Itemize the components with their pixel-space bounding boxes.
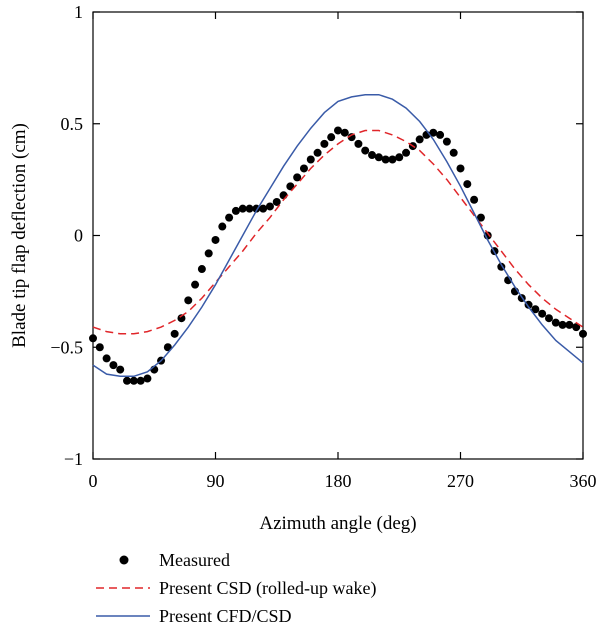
data-point <box>565 320 574 329</box>
data-point <box>109 361 118 370</box>
data-point <box>395 153 404 162</box>
data-point <box>204 249 213 258</box>
axes: 0 90 180 270 360 −1 −0.5 0 0.5 1 <box>50 2 596 491</box>
x-tick-label: 270 <box>447 471 474 491</box>
data-point <box>368 151 377 160</box>
legend-label: Measured <box>159 550 230 570</box>
data-point <box>374 153 383 162</box>
data-point <box>442 137 451 146</box>
data-point <box>340 128 349 137</box>
data-point <box>456 164 465 173</box>
x-tick-label: 360 <box>570 471 597 491</box>
data-point <box>572 323 581 332</box>
series-layer <box>89 93 587 385</box>
legend-marker <box>119 555 129 565</box>
data-point <box>558 320 567 329</box>
data-point <box>102 354 111 363</box>
legend-label: Present CFD/CSD <box>159 606 292 626</box>
data-point <box>89 334 97 343</box>
y-tick-label: 0.5 <box>61 114 84 134</box>
y-tick-label: 1 <box>74 2 83 22</box>
data-point <box>476 213 485 222</box>
data-point <box>136 376 145 385</box>
data-point <box>327 133 336 142</box>
data-point <box>197 265 206 274</box>
data-point <box>184 296 193 305</box>
data-point <box>429 128 438 137</box>
data-point <box>272 197 281 206</box>
data-point <box>354 139 363 148</box>
data-point <box>531 305 540 314</box>
data-point <box>191 280 200 289</box>
data-point <box>551 318 560 327</box>
x-axis-label: Azimuth angle (deg) <box>259 513 416 534</box>
plot-area <box>92 11 584 460</box>
data-point <box>544 314 553 323</box>
x-tick-label: 90 <box>207 471 225 491</box>
data-point <box>245 204 254 213</box>
data-point <box>347 133 356 142</box>
data-point <box>143 374 152 383</box>
data-point <box>279 191 288 200</box>
data-point <box>402 148 411 157</box>
data-point <box>211 235 220 244</box>
data-point <box>415 135 424 144</box>
legend-label: Present CSD (rolled-up wake) <box>159 578 376 599</box>
data-point <box>538 309 547 318</box>
data-point <box>313 148 322 157</box>
data-point <box>265 202 274 211</box>
data-point <box>388 155 397 164</box>
y-axis-label: Blade tip flap deflection (cm) <box>9 123 30 348</box>
data-point <box>463 180 472 189</box>
data-point <box>231 206 240 215</box>
data-point <box>218 222 227 231</box>
data-point <box>238 204 247 213</box>
data-point <box>123 376 132 385</box>
data-point <box>579 329 587 338</box>
data-point <box>129 376 138 385</box>
y-tick-label: −0.5 <box>50 337 83 357</box>
data-point <box>286 182 295 191</box>
data-point <box>170 329 179 338</box>
series-line-csd <box>92 129 584 335</box>
x-tick-label: 180 <box>325 471 352 491</box>
data-point <box>299 164 308 173</box>
y-tick-label: −1 <box>64 449 83 469</box>
data-point <box>95 343 104 352</box>
series-line-cfd-csd <box>92 93 584 378</box>
data-point <box>163 343 172 352</box>
data-point <box>436 130 445 139</box>
data-point <box>306 155 315 164</box>
data-point <box>177 314 186 323</box>
y-tick-label: 0 <box>74 226 83 246</box>
data-point <box>381 155 390 164</box>
data-point <box>361 146 370 155</box>
data-point <box>334 126 342 135</box>
data-point <box>116 365 125 374</box>
legend: Measured Present CSD (rolled-up wake) Pres… <box>96 550 376 626</box>
data-point <box>225 213 234 222</box>
x-tick-label: 0 <box>89 471 98 491</box>
data-point <box>470 195 479 204</box>
plot-frame <box>92 11 584 460</box>
data-point <box>259 204 268 213</box>
data-point <box>449 148 458 157</box>
data-point <box>320 139 329 148</box>
data-point <box>293 173 302 182</box>
